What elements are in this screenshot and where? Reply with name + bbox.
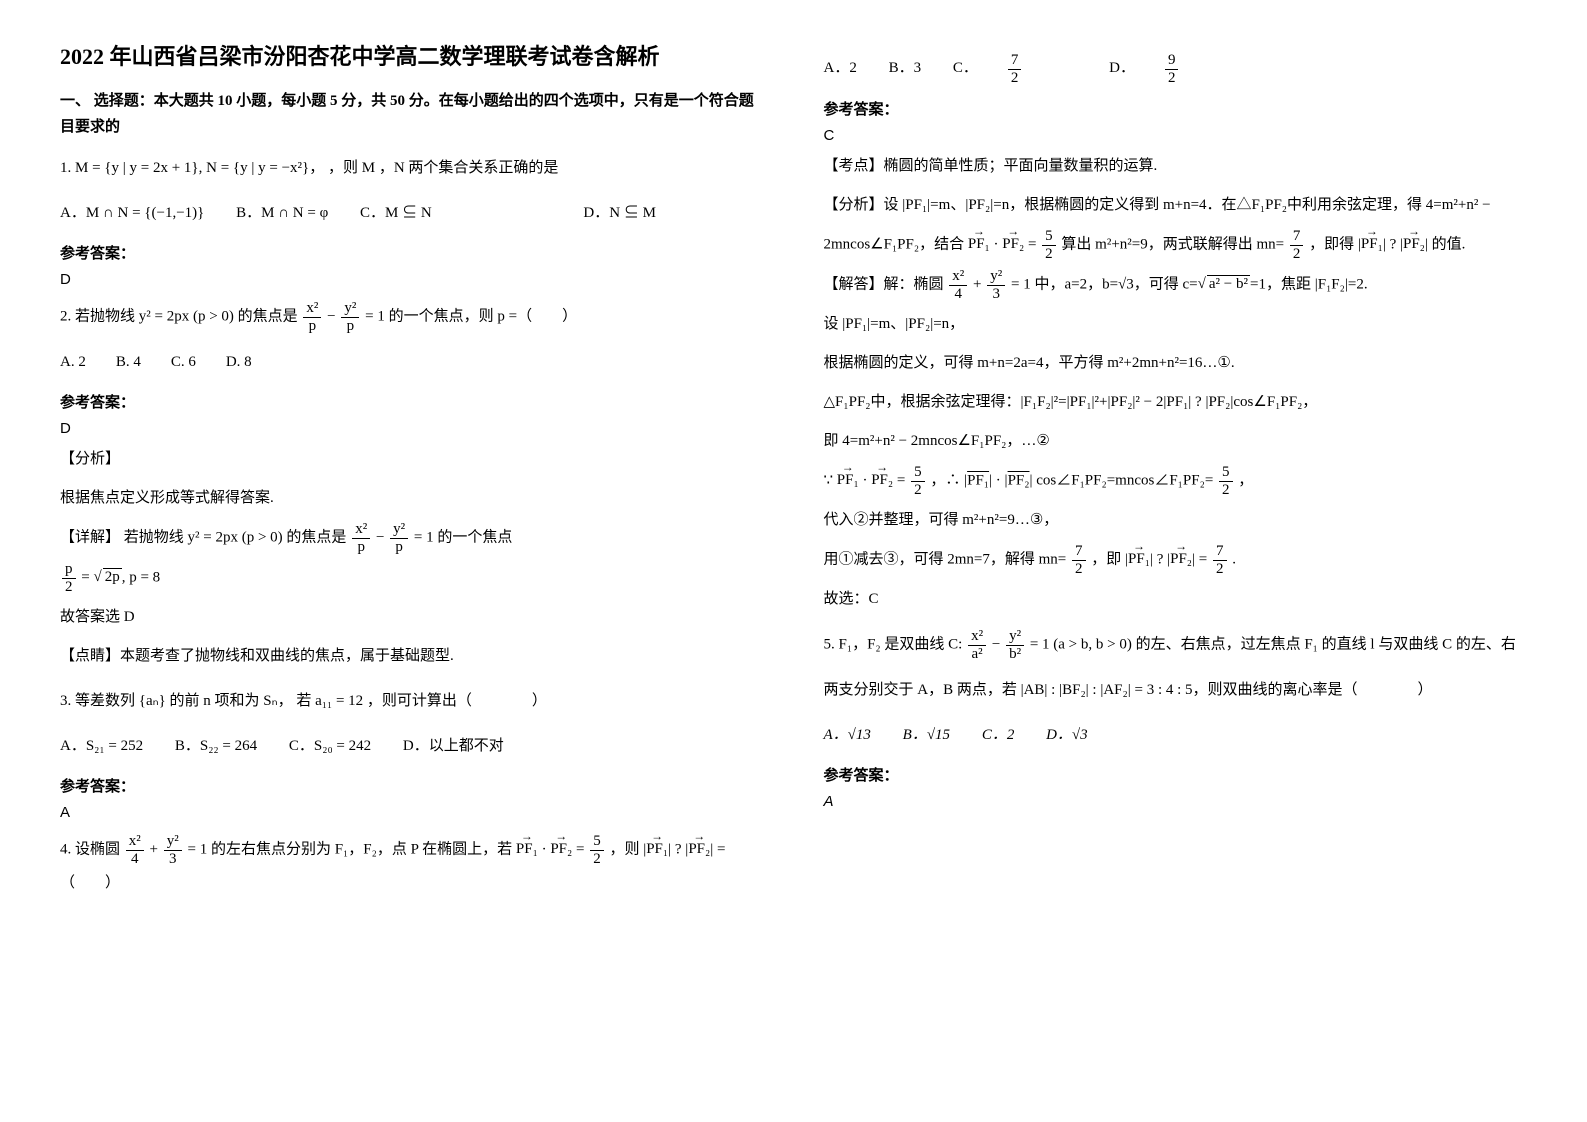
q1-stem-a: M = {y | y = 2x + 1}, N = {y | y = −x²}， [75,160,324,176]
answer-label: 参考答案： [60,242,764,263]
q2-detail: 【详解】 若抛物线 y² = 2px (p > 0) 的焦点是 x²p − y²… [60,521,764,555]
q2-num: 2. [60,308,71,324]
q1-answer: D [60,271,764,288]
q2-detail-eqn: p2 = 2p, p = 8 [60,561,764,595]
q4-solution-j: 用①减去③，可得 2mn=7，解得 mn= 72 ，即 |PF₁| ? |PF₂… [824,543,1528,577]
q2-analysis-head: 【分析】 [60,443,764,476]
q4-optB: B．3 [889,60,922,76]
q2-detail-head: 【详解】 [60,529,120,545]
q5-num: 5. [824,636,835,652]
q1-optC: C．M ⊆ N [360,205,432,221]
q1-num: 1. [60,160,71,176]
q2-detail-b: 的一个焦点 [437,529,512,545]
q4-num: 4. [60,841,71,857]
q4-solution-k: 故选：C [824,583,1528,616]
q4-solution-f: △F₁PF₂中，根据余弦定理得：|F₁F₂|²=|PF₁|²+|PF₂|² − … [824,386,1528,419]
q3-optA: A．S₂₁ = 252 [60,738,143,754]
hyperbola-eqn: x²p [303,300,321,334]
q4-stem-d: | ? | [668,841,688,857]
page-title: 2022 年山西省吕梁市汾阳杏花中学高二数学理联考试卷含解析 [60,40,764,73]
answer-label: 参考答案： [60,775,764,796]
q4-solution-e: 根据椭圆的定义，可得 m+n=2a=4，平方得 m²+2mn+n²=16…①. [824,347,1528,380]
q5-stem-b: 的左、右焦点，过左焦点 F₁ 的直线 l 与双曲线 C 的左、右 [1136,636,1516,652]
q4-analysis-2: 2mncos∠F₁PF₂，结合 PF₁ · PF₂ = 52 算出 m²+n²=… [824,228,1528,262]
ellipse-eqn: x²4 [126,833,144,867]
question-4: 4. 设椭圆 x²4 + y²3 = 1 的左右焦点分别为 F₁，F₂，点 P … [60,833,764,900]
q3-optB: B．S₂₂ = 264 [175,738,257,754]
q3-optD: D．以上都不对 [403,738,504,754]
q5-options: A．√13 B．√15 C．2 D．√3 [824,719,1528,752]
q5-stem-c: 两支分别交于 A，B 两点，若 |AB| : |BF₂| : |AF₂| = 3… [824,674,1528,707]
q4-solution-d: 设 |PF₁|=m、|PF₂|=n， [824,308,1528,341]
q5-stem-a: F₁，F₂ 是双曲线 [839,636,945,652]
q4-solution-g: 即 4=m²+n² − 2mncos∠F₁PF₂，…② [824,425,1528,458]
q5-optB: B．√15 [903,727,950,743]
q4-optA: A．2 [824,60,857,76]
q3-stem: 等差数列 {aₙ} 的前 n 项和为 Sₙ， 若 a₁₁ = 12 ，则可计算出… [75,693,547,709]
q3-answer: A [60,804,764,821]
q4-stem-c: ，则 | [609,841,646,857]
question-5: 5. F₁，F₂ 是双曲线 C: x²a² − y²b² = 1 (a > b,… [824,628,1528,662]
q4-options: A．2 B．3 C．72 D．92 [824,52,1528,86]
q4-solution-a: 【解答】解：椭圆 x²4 + y²3 = 1 中，a=2，b=√3，可得 c=a… [824,268,1528,302]
q1-stem-b: ，则 M ，N 两个集合关系正确的是 [328,160,558,176]
q4-stem-b: 的左右焦点分别为 F₁，F₂，点 P 在椭圆上，若 [211,841,512,857]
q1-optA: A．M ∩ N = {(−1,−1)} [60,205,204,221]
answer-label: 参考答案： [60,391,764,412]
question-3: 3. 等差数列 {aₙ} 的前 n 项和为 Sₙ， 若 a₁₁ = 12 ，则可… [60,685,764,718]
question-1: 1. M = {y | y = 2x + 1}, N = {y | y = −x… [60,152,764,185]
q2-analysis-body: 根据焦点定义形成等式解得答案. [60,482,764,515]
q4-kaodian: 【考点】椭圆的简单性质；平面向量数量积的运算. [824,150,1528,183]
q4-answer: C [824,127,1528,144]
q3-optC: C．S₂₀ = 242 [289,738,371,754]
q2-stem-a: 若抛物线 y² = 2px (p > 0) 的焦点是 [75,308,298,324]
q1-options: A．M ∩ N = {(−1,−1)} B．M ∩ N = φ C．M ⊆ N … [60,197,764,230]
part1-heading: 一、 选择题：本大题共 10 小题，每小题 5 分，共 50 分。在每小题给出的… [60,89,764,140]
q2-answer: D [60,420,764,437]
q2-detail-a: 若抛物线 y² = 2px (p > 0) 的焦点是 [124,529,347,545]
q5-optA: A．√13 [824,727,871,743]
q5-optC: C．2 [982,727,1015,743]
vector-pf1: PF₁ [516,833,538,866]
q3-options: A．S₂₁ = 252 B．S₂₂ = 264 C．S₂₀ = 242 D．以上… [60,730,764,763]
q2-options: A. 2 B. 4 C. 6 D. 8 [60,346,764,379]
q4-optD: D．92 [1109,60,1234,76]
q1-optD: D．N ⊆ M [583,205,656,221]
q4-stem-a: 设椭圆 [75,841,120,857]
hyperbola-c-eqn: x²a² [968,628,986,662]
q2-detail-c: 故答案选 D [60,601,764,634]
q2-dianjing: 【点睛】本题考查了抛物线和双曲线的焦点，属于基础题型. [60,640,764,673]
q3-num: 3. [60,693,71,709]
q2-stem-b: 的一个焦点，则 p =（ ） [389,308,577,324]
q1-optB: B．M ∩ N = φ [236,205,328,221]
q5-optD: D．√3 [1046,727,1088,743]
q5-answer: A [824,793,1528,810]
q4-optC: C．72 [953,60,1078,76]
question-2: 2. 若抛物线 y² = 2px (p > 0) 的焦点是 x²p − y²p … [60,300,764,334]
answer-label: 参考答案： [824,98,1528,119]
q4-solution-h: ∵ PF₁ · PF₂ = 52 ，∴ |PF₁| · |PF₂| cos∠F₁… [824,464,1528,498]
vector-pf2: PF₂ [550,833,572,866]
answer-label: 参考答案： [824,764,1528,785]
